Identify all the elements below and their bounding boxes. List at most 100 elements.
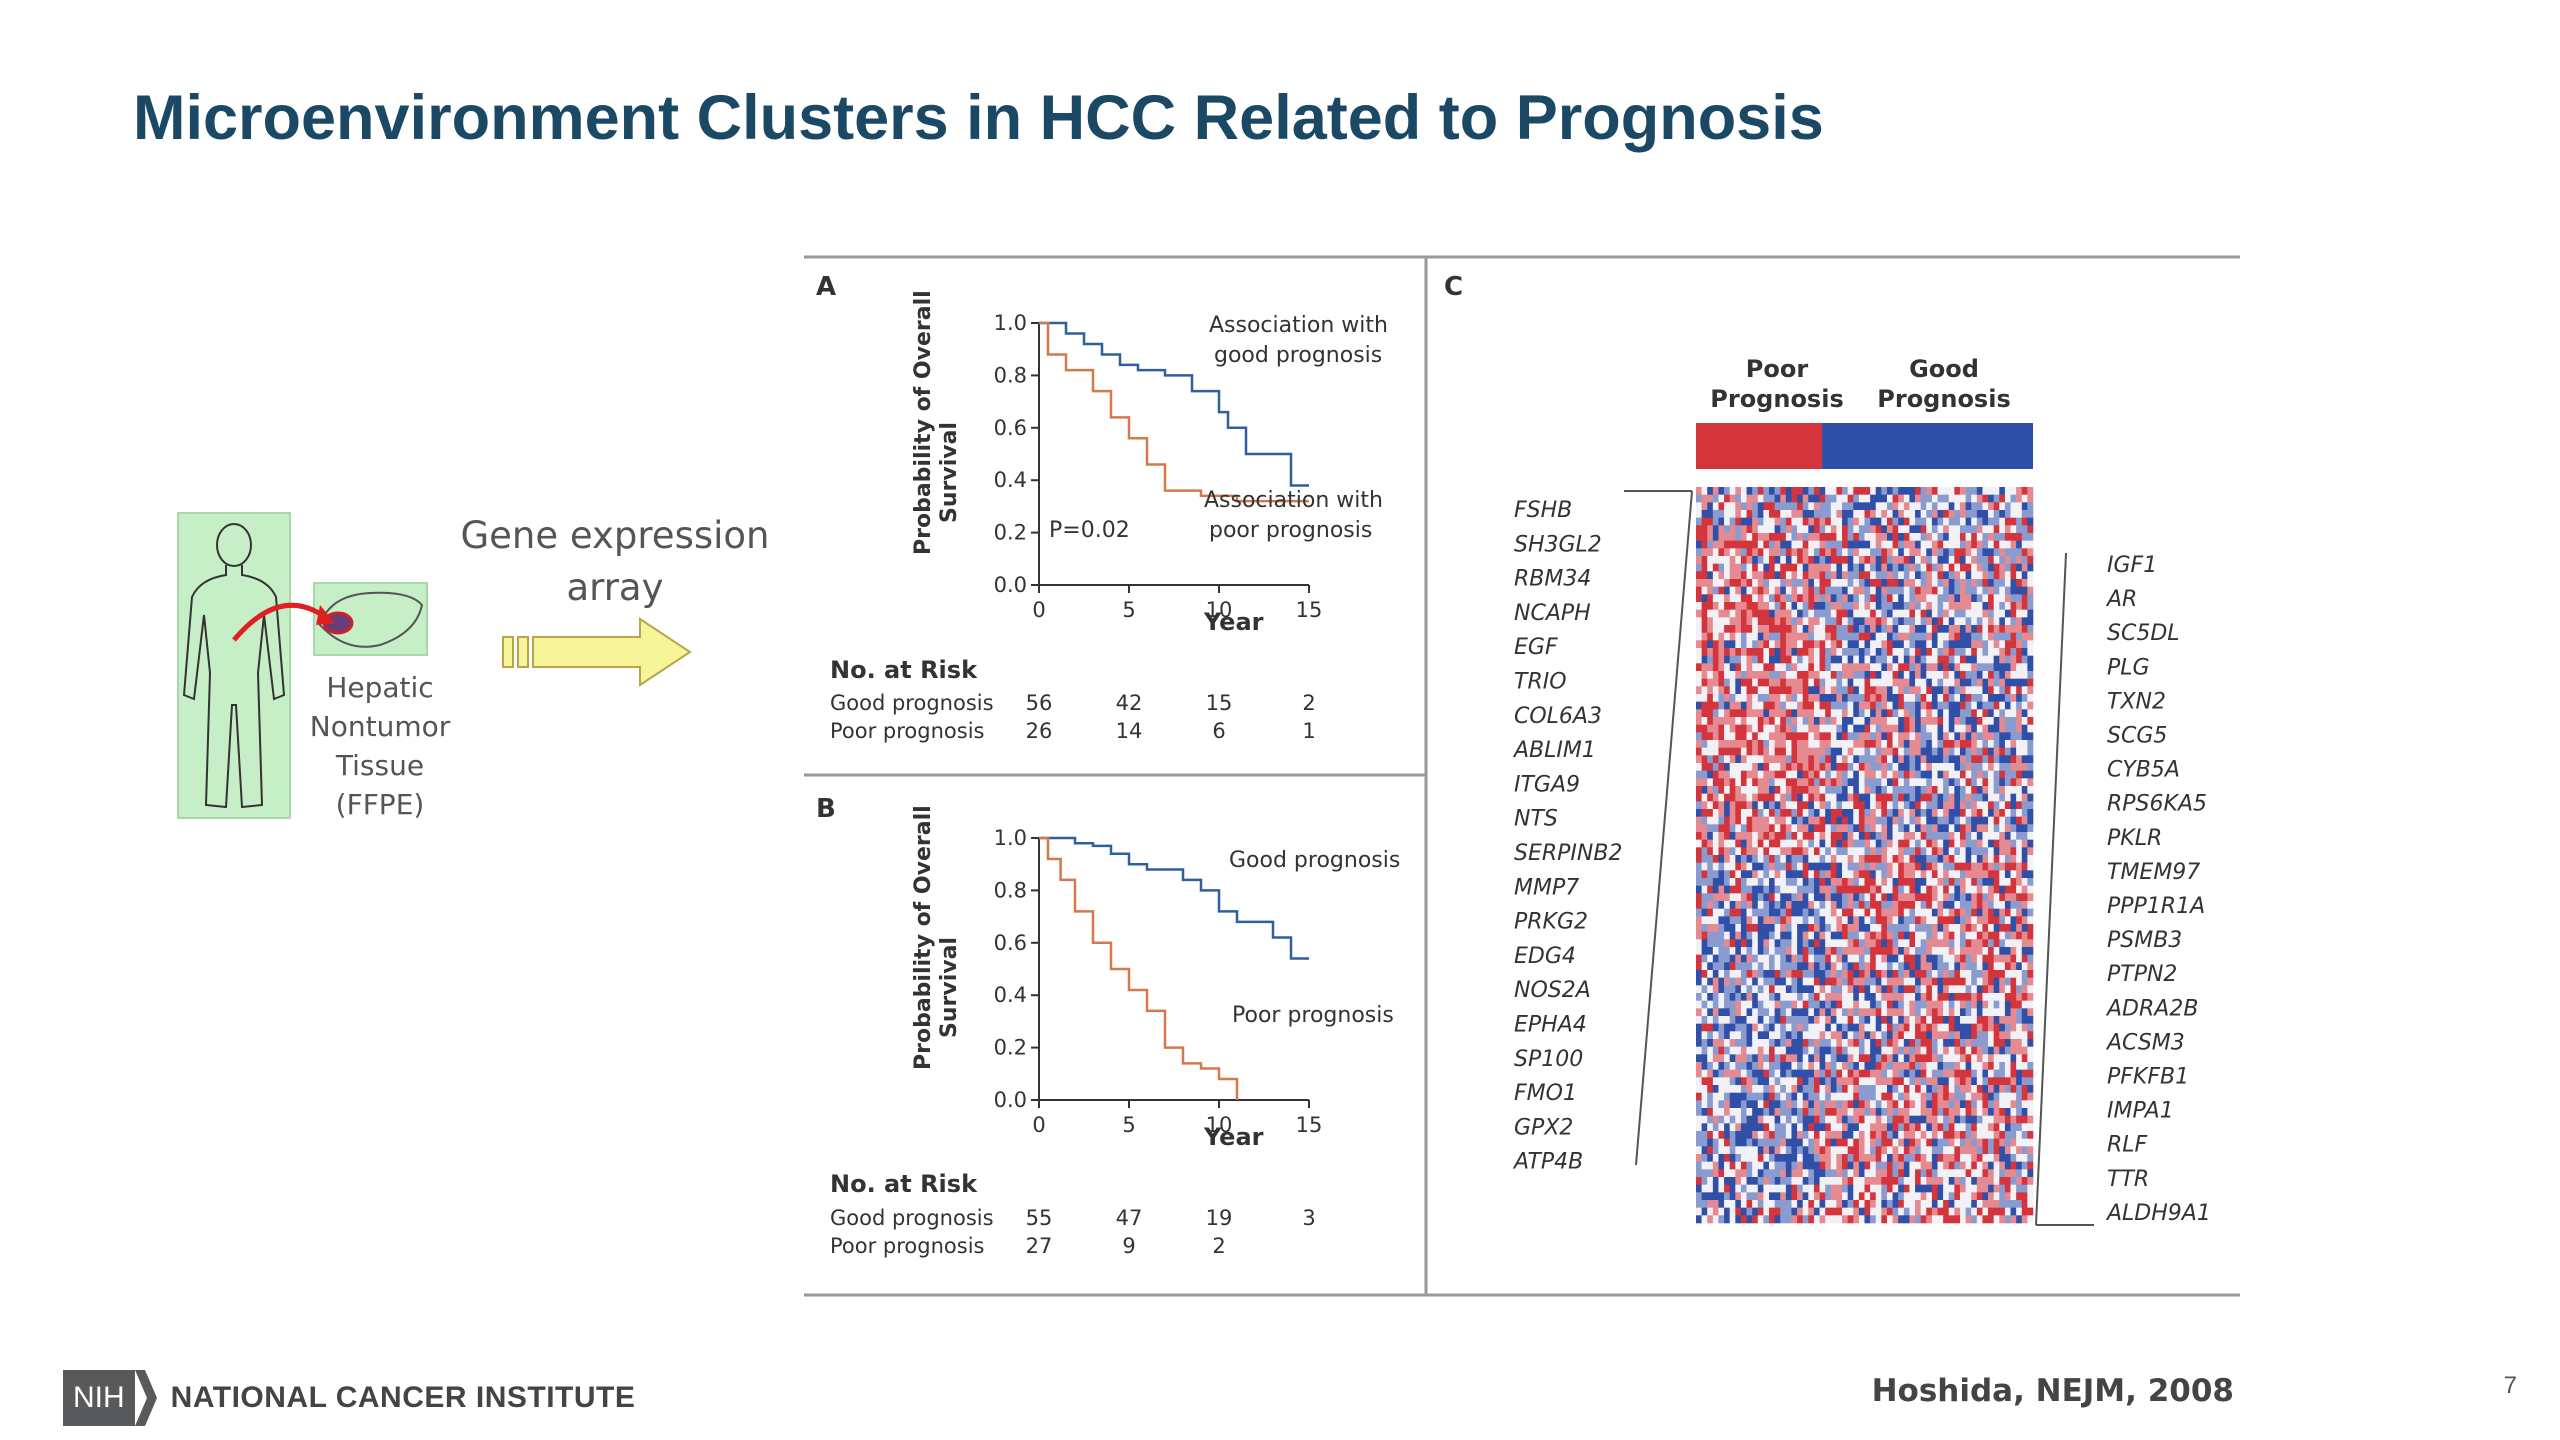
- heatmap-cell: [1864, 517, 1871, 526]
- heatmap-cell: [1724, 1069, 1730, 1078]
- risk-count: 47: [1116, 1206, 1143, 1230]
- heatmap-cell: [2021, 640, 2028, 649]
- heatmap-cell: [2027, 985, 2034, 994]
- heatmap-cell: [1808, 1046, 1815, 1055]
- heatmap-cell: [1909, 732, 1916, 741]
- heatmap-cell: [1870, 571, 1877, 580]
- heatmap-cell: [1847, 724, 1854, 733]
- heatmap-cell: [1988, 594, 1994, 603]
- heatmap-cell: [1780, 770, 1787, 779]
- heatmap-cell: [2010, 632, 2017, 641]
- heatmap-cell: [1752, 548, 1759, 557]
- heatmap-col-good-line2: Prognosis: [1877, 385, 2010, 413]
- heatmap-cell: [1920, 931, 1927, 940]
- heatmap-cell: [1948, 663, 1955, 672]
- heatmap-cell: [1993, 487, 2000, 495]
- heatmap-cell: [2004, 602, 2011, 610]
- heatmap-cell: [1915, 816, 1921, 825]
- heatmap-cell: [1718, 694, 1725, 702]
- heatmap-cell: [1842, 855, 1848, 863]
- heatmap-cell: [1954, 770, 1961, 779]
- heatmap-cell: [1825, 724, 1832, 733]
- heatmap-cell: [1948, 870, 1955, 879]
- heatmap-cell: [1836, 816, 1843, 825]
- heatmap-cell: [1769, 678, 1775, 687]
- heatmap-cell: [1898, 632, 1905, 641]
- heatmap-cell: [1999, 847, 2006, 856]
- heatmap-cell: [1858, 885, 1865, 894]
- heatmap-cell: [1847, 1016, 1854, 1024]
- heatmap-cell: [1830, 993, 1837, 1001]
- heatmap-cell: [1909, 916, 1916, 925]
- heatmap-cell: [1752, 977, 1759, 986]
- heatmap-cell: [1864, 571, 1871, 580]
- heatmap-cell: [1870, 724, 1877, 733]
- heatmap-cell: [1853, 931, 1860, 940]
- heatmap-cell: [1696, 778, 1702, 787]
- heatmap-cell: [1870, 970, 1877, 978]
- heatmap-cell: [1875, 1069, 1882, 1078]
- heatmap-cell: [1881, 962, 1888, 971]
- heatmap-cell: [1875, 487, 1882, 495]
- heatmap-cell: [1712, 816, 1719, 825]
- heatmap-cell: [1774, 663, 1781, 672]
- heatmap-cell: [1870, 1069, 1877, 1078]
- heatmap-cell: [1802, 1092, 1809, 1101]
- heatmap-cell: [1909, 870, 1916, 879]
- heatmap-cell: [1735, 847, 1742, 856]
- heatmap-cell: [1898, 686, 1905, 695]
- heatmap-cell: [1892, 694, 1899, 702]
- heatmap-cell: [1881, 586, 1888, 595]
- heatmap-cell: [1763, 862, 1770, 871]
- heatmap-cell: [1752, 816, 1759, 825]
- heatmap-cell: [1802, 1000, 1809, 1009]
- heatmap-cell: [1881, 1046, 1888, 1055]
- heatmap-cell: [1976, 862, 1983, 871]
- heatmap-cell: [1853, 847, 1860, 856]
- heatmap-cell: [1903, 724, 1910, 733]
- heatmap-cell: [1971, 970, 1978, 978]
- heatmap-cell: [1881, 724, 1888, 733]
- heatmap-cell: [1729, 732, 1736, 741]
- heatmap-cell: [1724, 839, 1730, 848]
- heatmap-cell: [1931, 893, 1938, 902]
- heatmap-cell: [1729, 939, 1736, 948]
- heatmap-cell: [1791, 1054, 1798, 1063]
- heatmap-cell: [1740, 717, 1747, 725]
- heatmap-cell: [1931, 563, 1938, 572]
- heatmap-cell: [1931, 571, 1938, 580]
- heatmap-cell: [2021, 1092, 2028, 1101]
- heatmap-cell: [1797, 717, 1804, 725]
- heatmap-cell: [1870, 655, 1877, 664]
- heatmap-cell: [1993, 1085, 2000, 1093]
- heatmap-cell: [1780, 487, 1787, 495]
- heatmap-cell: [1853, 494, 1860, 503]
- heatmap-cell: [1718, 556, 1725, 564]
- heatmap-cell: [1791, 770, 1798, 779]
- heatmap-cell: [1785, 1008, 1792, 1017]
- heatmap-cell: [1769, 885, 1775, 894]
- heatmap-cell: [1696, 740, 1702, 748]
- heatmap-cell: [1926, 839, 1933, 848]
- heatmap-cell: [1926, 878, 1933, 886]
- heatmap-cell: [1819, 1077, 1826, 1086]
- heatmap-cell: [1870, 809, 1877, 817]
- heatmap-cell: [1712, 747, 1719, 756]
- heatmap-cell: [2021, 939, 2028, 948]
- heatmap-cell: [1965, 671, 1972, 679]
- heatmap-cell: [2016, 563, 2023, 572]
- heatmap-cell: [1825, 809, 1832, 817]
- heatmap-cell: [1780, 1008, 1787, 1017]
- heatmap-cell: [1892, 663, 1899, 672]
- heatmap-cell: [1959, 801, 1966, 810]
- heatmap-cell: [1740, 663, 1747, 672]
- heatmap-cell: [1752, 579, 1759, 587]
- heatmap-cell: [1735, 625, 1742, 633]
- heatmap-cell: [1948, 847, 1955, 856]
- heatmap-cell: [1858, 678, 1865, 687]
- heatmap-cell: [1858, 655, 1865, 664]
- heatmap-cell: [1707, 533, 1714, 541]
- heatmap-cell: [2004, 1046, 2011, 1055]
- heatmap-cell: [1769, 1108, 1775, 1116]
- heatmap-cell: [1701, 993, 1708, 1001]
